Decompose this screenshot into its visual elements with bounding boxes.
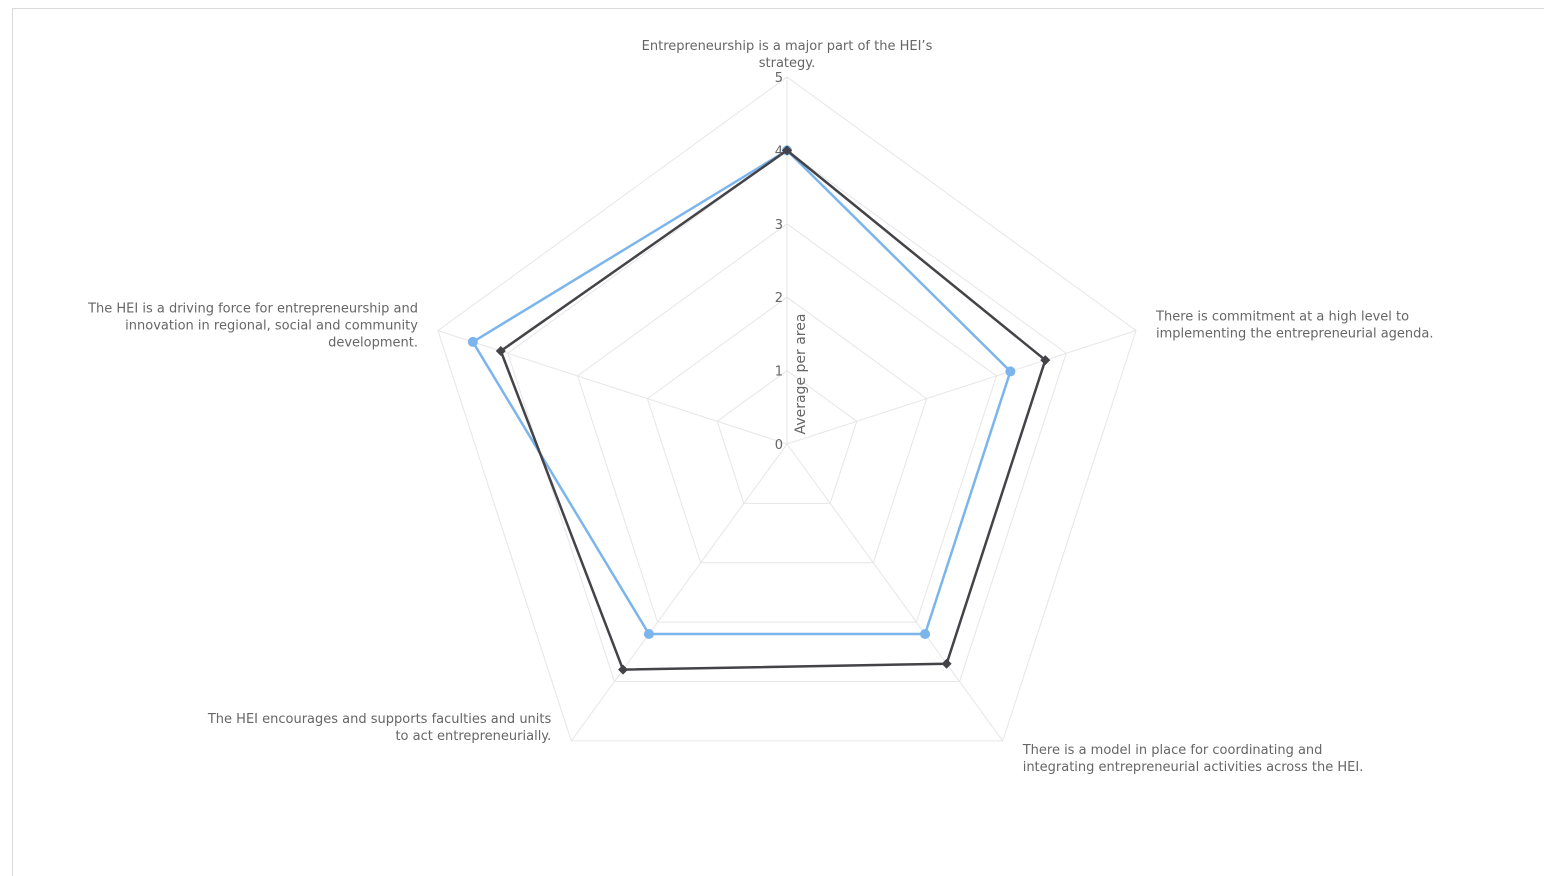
tick-label: 5 [775, 71, 783, 86]
grid-ring-4 [507, 149, 1067, 683]
data-point[interactable] [920, 629, 931, 640]
category-label: The HEI is a driving force for entrepren… [87, 302, 418, 351]
category-label: There is a model in place for coordinati… [1022, 743, 1364, 775]
data-point[interactable] [782, 145, 792, 156]
grid-ring-1 [716, 369, 858, 504]
category-label: Entrepreneurship is a major part of the … [642, 39, 933, 71]
data-point[interactable] [618, 664, 629, 675]
axis-spoke [786, 443, 1004, 742]
data-point[interactable] [495, 346, 506, 357]
category-label: The HEI encourages and supports facultie… [207, 712, 552, 744]
y-axis-label: Average per area [793, 314, 809, 435]
series-line [499, 149, 1047, 671]
series-1 [467, 145, 1016, 640]
grid-ring-2 [646, 296, 928, 564]
series-layer [467, 145, 1051, 675]
chart-frame [12, 8, 1544, 876]
data-point[interactable] [941, 658, 952, 669]
tick-labels: 0 1 2 3 4 5 [775, 71, 783, 453]
axis-spoke [570, 443, 788, 742]
grid-ring-5 [437, 76, 1137, 742]
series-line [471, 149, 1012, 636]
axis-spoke [786, 330, 1137, 445]
tick-label: 1 [775, 365, 783, 380]
tick-label: 4 [775, 144, 783, 159]
tick-label: 3 [775, 218, 783, 233]
axis-spoke [437, 330, 788, 445]
data-point[interactable] [1040, 355, 1051, 366]
category-label: There is commitment at a high level to im… [1155, 310, 1434, 342]
grid-ring-3 [576, 223, 998, 623]
data-point[interactable] [1005, 366, 1016, 377]
series-2 [495, 145, 1051, 675]
tick-label: 2 [775, 291, 783, 306]
grid [437, 76, 1137, 742]
data-point[interactable] [467, 336, 478, 347]
category-labels: Entrepreneurship is a major part of the … [87, 39, 1433, 775]
tick-label: 0 [775, 438, 783, 453]
data-point[interactable] [643, 629, 654, 640]
